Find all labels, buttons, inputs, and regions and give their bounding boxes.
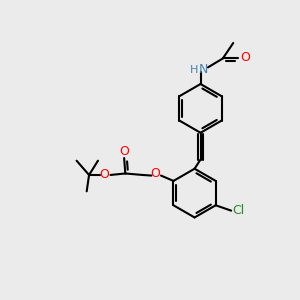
Text: O: O	[119, 145, 129, 158]
Text: N: N	[199, 63, 208, 76]
Text: O: O	[151, 167, 160, 180]
Text: O: O	[240, 51, 250, 64]
Text: Cl: Cl	[232, 204, 245, 217]
Text: O: O	[100, 168, 110, 181]
Text: H: H	[190, 65, 198, 75]
